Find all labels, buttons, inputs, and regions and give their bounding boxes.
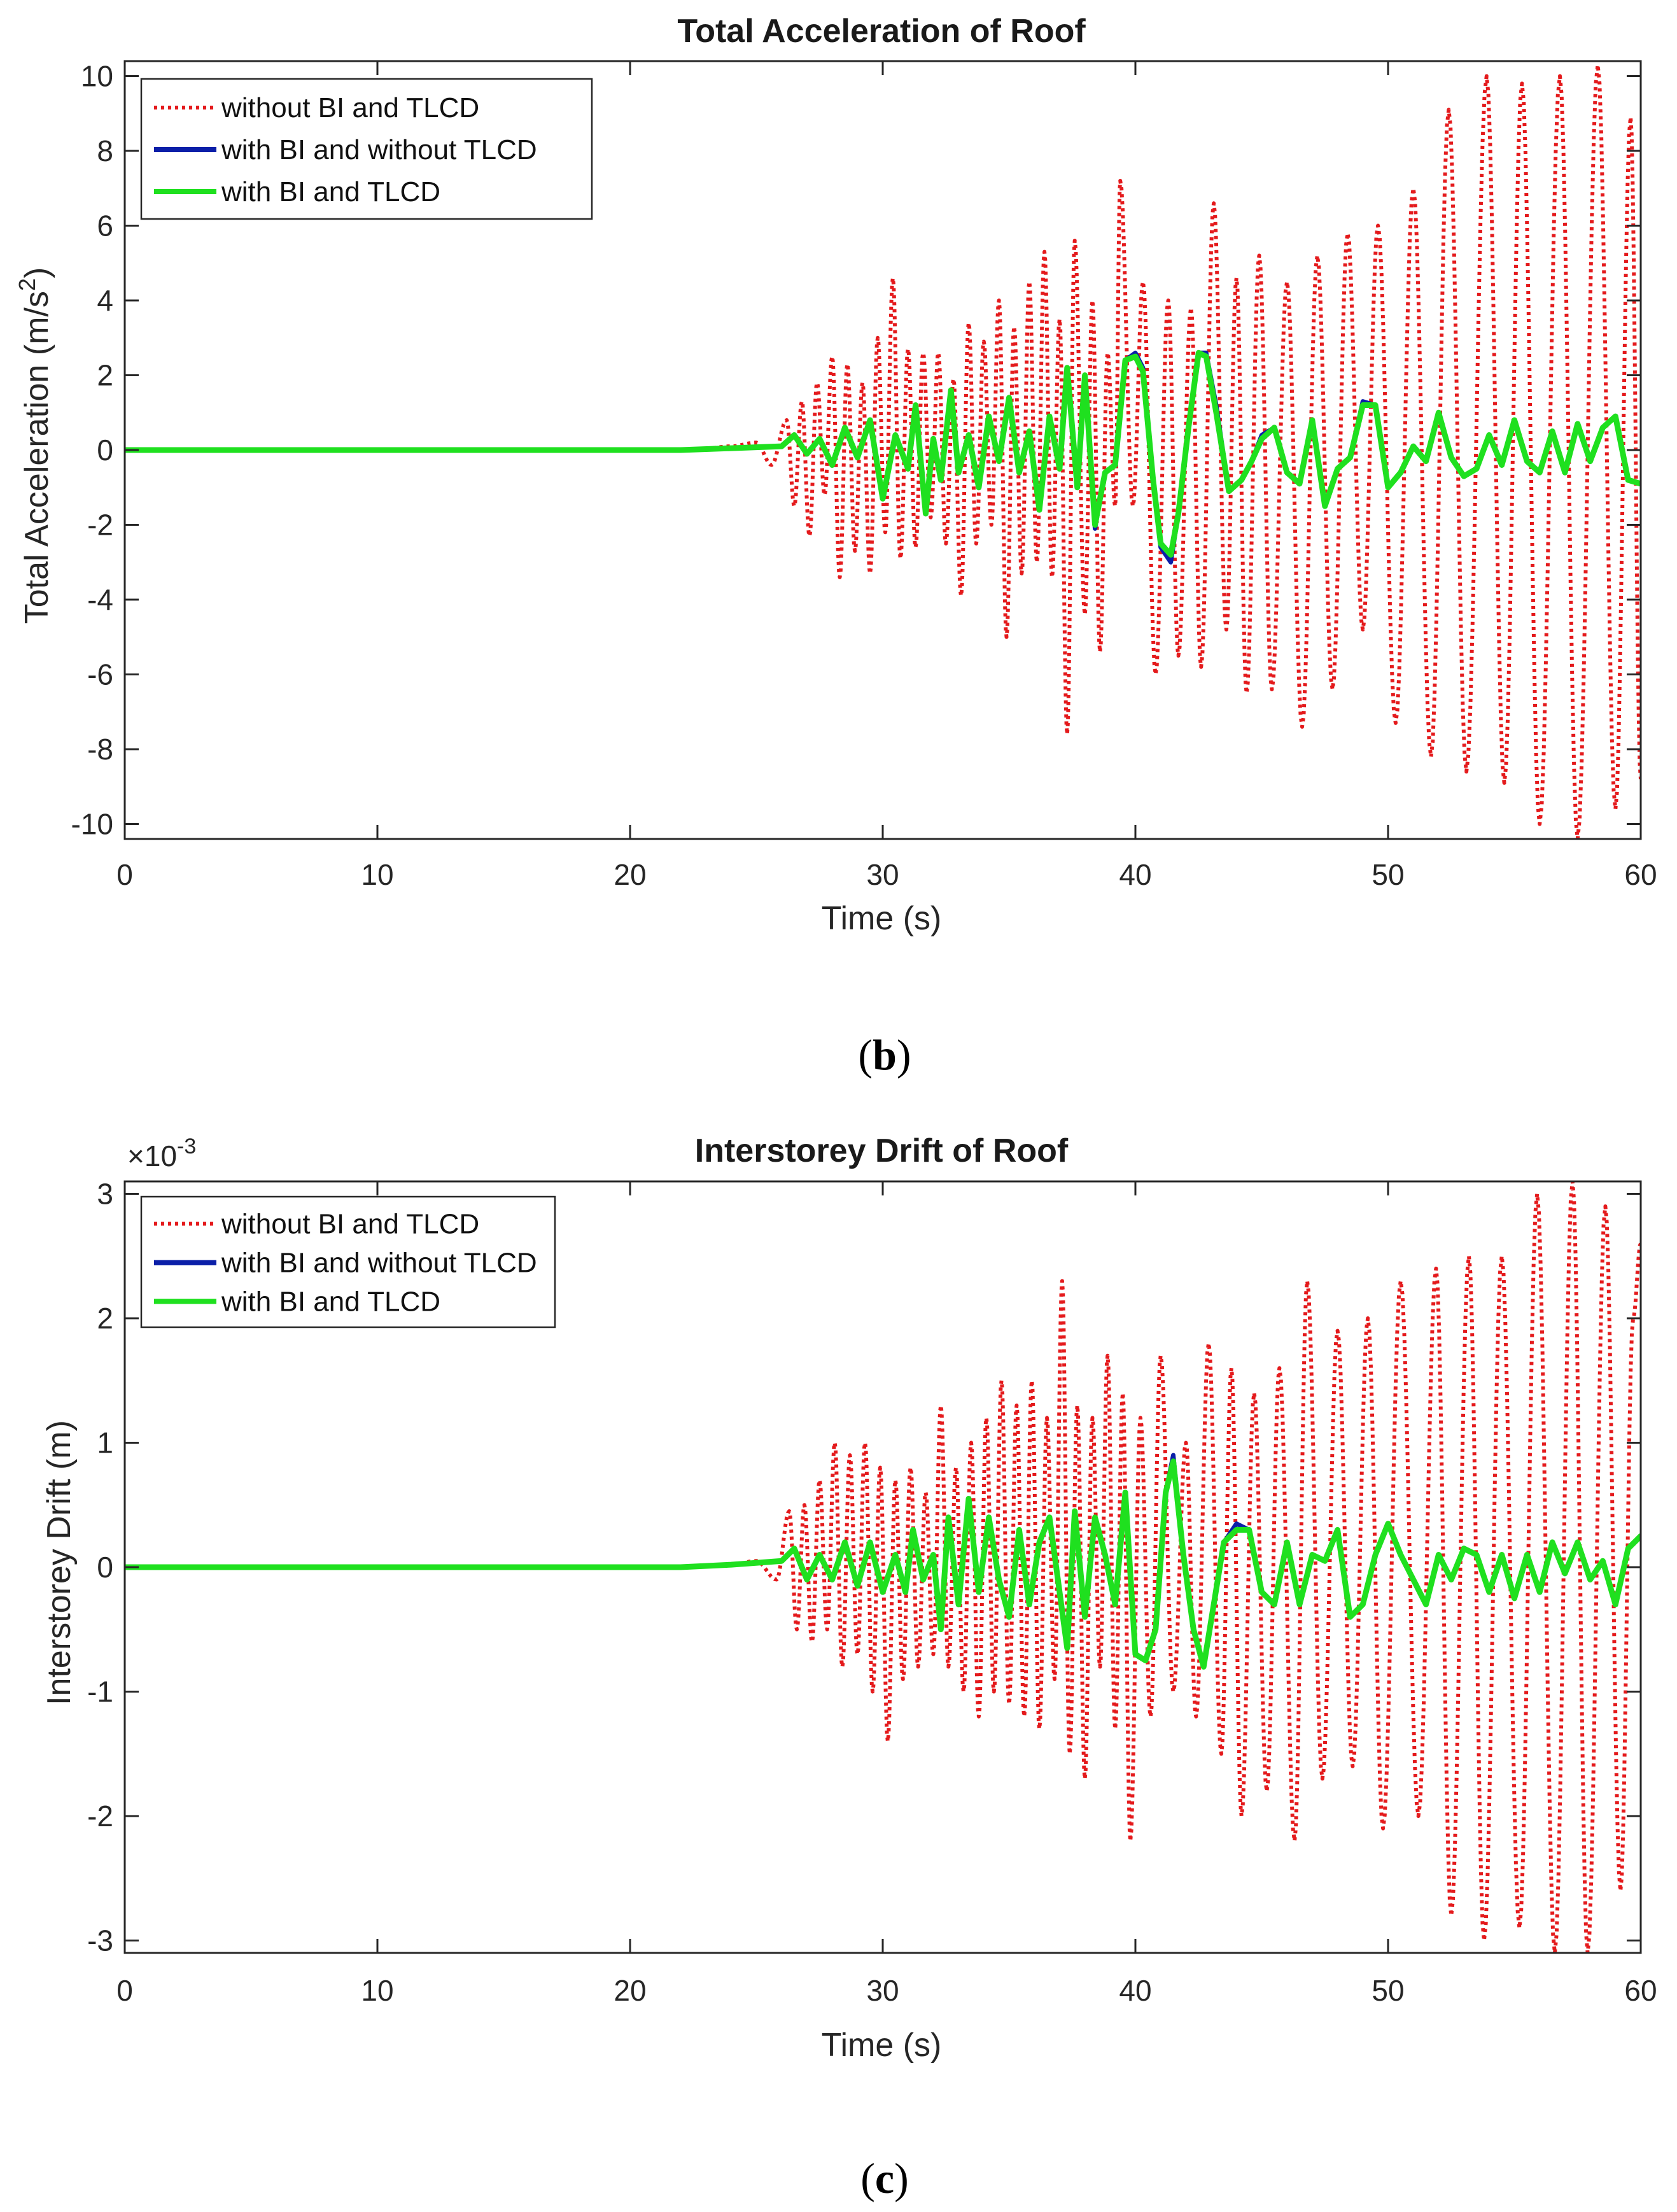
x-tick-label: 10 — [361, 1974, 393, 2007]
y-tick-label: -10 — [71, 808, 113, 841]
x-tick-label: 50 — [1372, 1974, 1404, 2007]
y-tick-label: -8 — [87, 733, 113, 766]
tick-layer: 0 10 20 30 40 50 60 -10 -8 -6 -4 -2 0 2 4 6 8 10 — [71, 60, 1657, 892]
y-tick-label: 4 — [97, 284, 113, 317]
legend: without BI and TLCD with BI and without T… — [140, 1195, 556, 1328]
y-tick-label: 8 — [97, 134, 113, 167]
y-tick-label: -6 — [87, 658, 113, 691]
x-tick-label: 20 — [614, 1974, 646, 2007]
series-layer — [125, 62, 1641, 839]
x-tick-label: 30 — [866, 858, 899, 891]
panel-interstorey-drift: Interstorey Drift of Roof ×10-3 0 10 20 30 4… — [41, 1132, 1657, 2064]
legend-label: with BI and without TLCD — [221, 1248, 537, 1279]
x-tick-label: 20 — [614, 858, 646, 891]
y-tick-label: -3 — [87, 1924, 113, 1957]
y-tick-label: 6 — [97, 209, 113, 243]
x-axis-label: Time (s) — [822, 900, 942, 937]
tick-layer: 0 10 20 30 40 50 60 -3 -2 -1 0 1 2 3 — [87, 1178, 1657, 2007]
x-tick-label: 0 — [116, 1974, 133, 2007]
x-tick-label: 40 — [1119, 858, 1151, 891]
x-tick-label: 60 — [1624, 1974, 1657, 2007]
legend: without BI and TLCD with BI and without T… — [140, 78, 593, 220]
y-tick-label: 2 — [97, 1302, 113, 1335]
legend-label: with BI and TLCD — [221, 1286, 440, 1318]
y-tick-label: -1 — [87, 1675, 113, 1708]
y-axis-label: Interstorey Drift (m) — [41, 1420, 78, 1705]
legend-label: with BI and without TLCD — [221, 134, 537, 166]
y-axis-label: Total Acceleration (m/s2) — [14, 267, 55, 624]
x-tick-label: 30 — [866, 1974, 899, 2007]
x-tick-label: 40 — [1119, 1974, 1151, 2007]
caption-c: (c) — [860, 2154, 909, 2202]
legend-label: without BI and TLCD — [221, 92, 479, 123]
y-tick-label: -2 — [87, 509, 113, 542]
x-tick-label: 10 — [361, 858, 393, 891]
x-tick-label: 60 — [1624, 858, 1657, 891]
x-tick-label: 0 — [116, 858, 133, 891]
y-tick-label: 0 — [97, 1551, 113, 1584]
x-tick-label: 50 — [1372, 858, 1404, 891]
y-tick-label: 1 — [97, 1427, 113, 1460]
chart-title: Total Acceleration of Roof — [677, 13, 1086, 50]
y-tick-label: 0 — [97, 433, 113, 467]
legend-label: with BI and TLCD — [221, 176, 440, 208]
series-line-3 — [125, 1458, 1641, 1670]
y-tick-label: -4 — [87, 583, 113, 616]
legend-label: without BI and TLCD — [221, 1209, 479, 1240]
chart-title: Interstorey Drift of Roof — [695, 1132, 1069, 1169]
y-scale-exponent: ×10-3 — [127, 1134, 196, 1173]
series-layer — [125, 1181, 1641, 1953]
caption-b: (b) — [858, 1031, 911, 1079]
y-tick-label: 2 — [97, 359, 113, 392]
panel-total-acceleration: Total Acceleration of Roof 0 10 20 30 40 50 60… — [14, 13, 1657, 937]
y-tick-label: -2 — [87, 1800, 113, 1833]
y-tick-label: 10 — [81, 60, 113, 93]
y-tick-label: 3 — [97, 1178, 113, 1211]
x-axis-label: Time (s) — [822, 2027, 942, 2064]
series-line-3 — [125, 349, 1641, 558]
